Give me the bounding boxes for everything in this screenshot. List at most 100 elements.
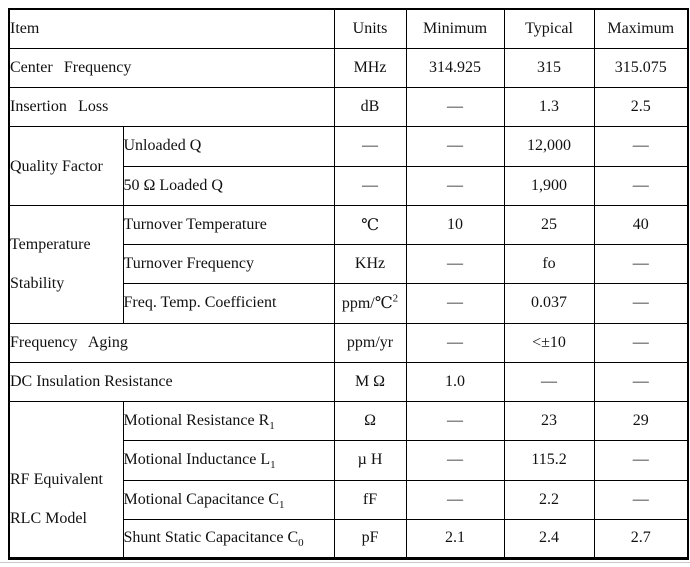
min-cell: — xyxy=(405,400,505,442)
spec-table: Item Units Minimum Typical Maximum Cente… xyxy=(8,8,690,560)
units-cell: MHz xyxy=(333,47,407,89)
row-insertion-loss: Insertion Loss dB — 1.3 2.5 xyxy=(8,86,689,128)
group-cell-rf-equivalent-rlc-model: RF Equivalent RLC Model xyxy=(8,401,124,559)
max-cell: — xyxy=(593,361,689,403)
min-cell: 10 xyxy=(405,204,505,246)
row-dc-insulation-resistance: DC Insulation Resistance M Ω 1.0 — — xyxy=(8,361,689,403)
typ-cell: 1,900 xyxy=(503,165,595,206)
group-cell-quality-factor: Quality Factor xyxy=(8,126,124,206)
row-center-frequency: Center Frequency MHz 314.925 315 315.075 xyxy=(8,47,689,89)
typ-cell: <±10 xyxy=(503,322,595,363)
header-row: Item Units Minimum Typical Maximum xyxy=(8,8,689,49)
units-cell: ppm/℃2 xyxy=(333,283,407,324)
min-cell: — xyxy=(405,243,505,285)
min-cell: 314.925 xyxy=(405,47,505,89)
min-cell: 2.1 xyxy=(405,518,505,560)
min-cell: 1.0 xyxy=(405,361,505,403)
typ-cell: 1.3 xyxy=(503,86,595,128)
typ-cell: 115.2 xyxy=(503,440,595,481)
row-unloaded-q: Quality Factor Unloaded Q — — 12,000 — xyxy=(8,126,689,206)
header-maximum: Maximum xyxy=(593,8,689,49)
units-cell: fF xyxy=(333,479,407,520)
row-motional-capacitance: Motional Capacitance C1 fF — 2.2 — xyxy=(9,479,689,520)
item-cell: Turnover Temperature xyxy=(122,204,335,246)
units-superscript: 2 xyxy=(392,293,399,306)
item-cell: Motional Resistance R1 xyxy=(122,400,335,442)
item-cell: Motional Inductance L1 xyxy=(122,440,335,481)
max-cell: 29 xyxy=(593,400,689,442)
header-minimum: Minimum xyxy=(405,8,505,49)
typ-cell: fo xyxy=(503,243,595,285)
row-turnover-temperature: Temperature Stability Turnover Temperatu… xyxy=(8,204,689,324)
row-turnover-frequency: Turnover Frequency KHz — fo — xyxy=(9,243,689,285)
max-cell: — xyxy=(593,322,689,363)
typ-cell: 25 xyxy=(503,204,595,246)
item-cell: DC Insulation Resistance xyxy=(8,361,335,403)
row-frequency-aging: Frequency Aging ppm/yr — <±10 — xyxy=(8,322,689,363)
typ-cell: — xyxy=(503,361,595,403)
min-cell: — xyxy=(405,479,505,520)
units-cell: — xyxy=(333,126,407,167)
min-cell: — xyxy=(405,126,505,167)
group-label-line2: RLC Model xyxy=(10,510,87,527)
units-cell: M Ω xyxy=(333,361,407,403)
row-loaded-q: 50 Ω Loaded Q — — 1,900 — xyxy=(9,165,689,206)
item-subscript: 1 xyxy=(269,420,275,433)
min-cell: — xyxy=(405,283,505,324)
item-cell: Freq. Temp. Coefficient xyxy=(122,283,335,324)
header-typical: Typical xyxy=(503,8,595,49)
min-cell: — xyxy=(405,86,505,128)
header-item: Item xyxy=(8,8,335,49)
item-cell: Insertion Loss xyxy=(8,86,335,128)
item-text: Shunt Static Capacitance C xyxy=(123,529,299,547)
typ-cell: 2.4 xyxy=(503,518,595,560)
item-subscript: 1 xyxy=(270,459,276,472)
units-cell: pF xyxy=(333,518,407,560)
item-text: Motional Capacitance C xyxy=(123,490,280,508)
group-cell-temperature-stability: Temperature Stability xyxy=(8,204,124,324)
units-cell: ℃ xyxy=(333,204,407,246)
max-cell: 40 xyxy=(593,204,689,246)
max-cell: 315.075 xyxy=(593,47,689,89)
min-cell: — xyxy=(405,165,505,206)
item-cell: Center Frequency xyxy=(8,47,335,89)
item-subscript: 0 xyxy=(298,537,304,550)
item-text: Motional Inductance L xyxy=(123,451,271,469)
typ-cell: 315 xyxy=(503,47,595,89)
item-cell: Turnover Frequency xyxy=(122,243,335,285)
max-cell: — xyxy=(593,283,689,324)
units-cell: Ω xyxy=(333,400,407,442)
max-cell: — xyxy=(593,165,689,206)
item-text: Motional Resistance R xyxy=(123,412,270,430)
units-cell: dB xyxy=(333,86,407,128)
group-label-line1: Temperature xyxy=(10,236,91,254)
row-motional-inductance: Motional Inductance L1 µ H — 115.2 — xyxy=(9,440,689,481)
bottom-hairline xyxy=(0,562,690,563)
item-cell: 50 Ω Loaded Q xyxy=(122,165,335,206)
group-label-line1: RF Equivalent xyxy=(10,471,103,488)
max-cell: — xyxy=(593,126,689,167)
min-cell: — xyxy=(405,440,505,481)
max-cell: — xyxy=(593,479,689,520)
typ-cell: 23 xyxy=(503,400,595,442)
typ-cell: 2.2 xyxy=(503,479,595,520)
group-label: Quality Factor xyxy=(10,157,103,175)
row-motional-resistance: RF Equivalent RLC Model Motional Resista… xyxy=(8,400,689,559)
min-cell: — xyxy=(405,322,505,363)
max-cell: — xyxy=(593,440,689,481)
units-cell: KHz xyxy=(333,243,407,285)
units-text: ppm/℃ xyxy=(341,295,393,313)
item-cell: Frequency Aging xyxy=(8,322,335,363)
header-units: Units xyxy=(333,8,407,49)
item-cell: Shunt Static Capacitance C0 xyxy=(122,518,335,560)
typ-cell: 12,000 xyxy=(503,126,595,167)
max-cell: 2.5 xyxy=(593,86,689,128)
typ-cell: 0.037 xyxy=(503,283,595,324)
group-label-line2: Stability xyxy=(10,275,65,293)
max-cell: 2.7 xyxy=(593,518,689,560)
item-cell: Motional Capacitance C1 xyxy=(122,479,335,520)
max-cell: — xyxy=(593,243,689,285)
row-shunt-static-capacitance: Shunt Static Capacitance C0 pF 2.1 2.4 2… xyxy=(9,518,689,560)
item-subscript: 1 xyxy=(279,498,285,511)
